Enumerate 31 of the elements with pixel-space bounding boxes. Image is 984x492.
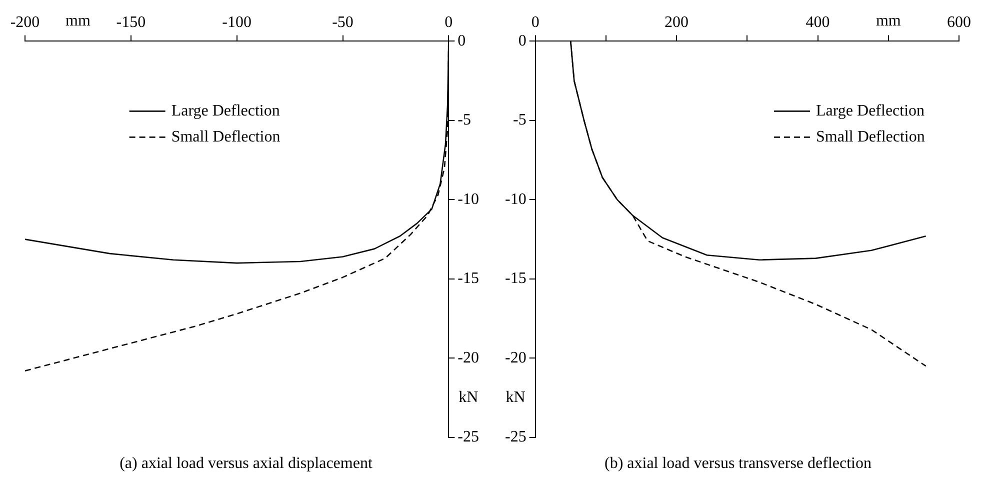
y-tick-label: -15 (505, 270, 526, 288)
legend-label: Large Deflection (171, 102, 280, 120)
y-tick-label: -5 (513, 112, 526, 129)
x-axis-title: mm (66, 12, 91, 30)
y-tick-label: -15 (458, 270, 479, 288)
x-axis-title: mm (876, 12, 902, 30)
y-axis-title: kN (458, 388, 479, 406)
y-tick-label: 0 (458, 32, 466, 50)
x-tick-label: 0 (531, 14, 540, 31)
y-tick-label: -25 (458, 428, 479, 446)
x-tick-label: -50 (332, 14, 354, 31)
x-tick-label: -100 (222, 14, 252, 31)
y-axis-title: kN (506, 388, 526, 406)
y-tick-label: -5 (458, 112, 471, 129)
y-tick-label: -10 (458, 190, 479, 208)
x-tick-label: 600 (947, 14, 971, 31)
x-tick-label: 0 (444, 14, 453, 31)
y-tick-label: -10 (505, 190, 526, 208)
y-tick-label: -20 (505, 349, 526, 366)
y-tick-label: -25 (505, 428, 526, 446)
x-tick-label: -150 (116, 14, 146, 31)
y-tick-label: -20 (458, 349, 479, 366)
x-tick-label: 400 (806, 14, 830, 31)
legend-label: Small Deflection (816, 128, 925, 146)
y-tick-label: 0 (518, 32, 526, 50)
x-tick-label: -200 (10, 14, 40, 31)
text: (a) axial load versus axial displacement (118, 455, 374, 473)
legend-label: Small Deflection (171, 128, 280, 146)
text: (b) axial load versus transverse deflection (603, 455, 872, 473)
x-tick-label: 200 (664, 14, 689, 31)
legend-label: Large Deflection (816, 102, 925, 120)
